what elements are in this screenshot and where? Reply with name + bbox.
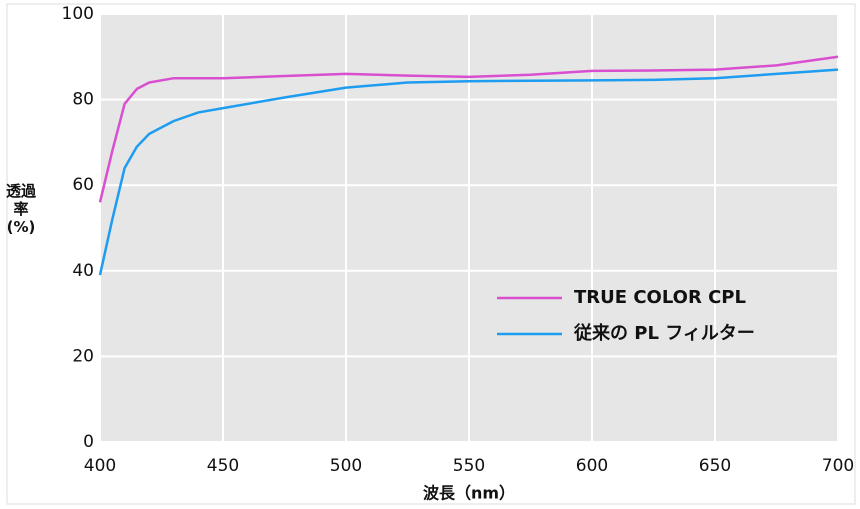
y-tick-label: 100 — [62, 4, 94, 24]
line — [98, 55, 839, 203]
x-axis-label: 波長（nm） — [423, 484, 515, 503]
y-tick-label: 20 — [72, 346, 94, 366]
x-tick-label: 400 — [84, 456, 116, 476]
x-tick-label: 450 — [207, 456, 239, 476]
y-axis-label: 透過率(%) — [6, 182, 37, 236]
x-tick-label: 700 — [822, 456, 854, 476]
x-tick-label: 600 — [576, 456, 608, 476]
x-tick-label: 650 — [699, 456, 731, 476]
y-tick-label: 80 — [72, 90, 94, 110]
y-tick-label: 60 — [72, 175, 94, 195]
legend-label: 従来の PL フィルター — [573, 322, 755, 344]
y-tick-label: 40 — [72, 261, 94, 281]
legend-label: TRUE COLOR CPL — [574, 287, 746, 308]
line — [98, 68, 839, 276]
frame — [6, 3, 856, 505]
y-tick-label: 0 — [83, 432, 94, 452]
x-tick-label: 500 — [330, 456, 362, 476]
x-tick-label: 550 — [453, 456, 485, 476]
